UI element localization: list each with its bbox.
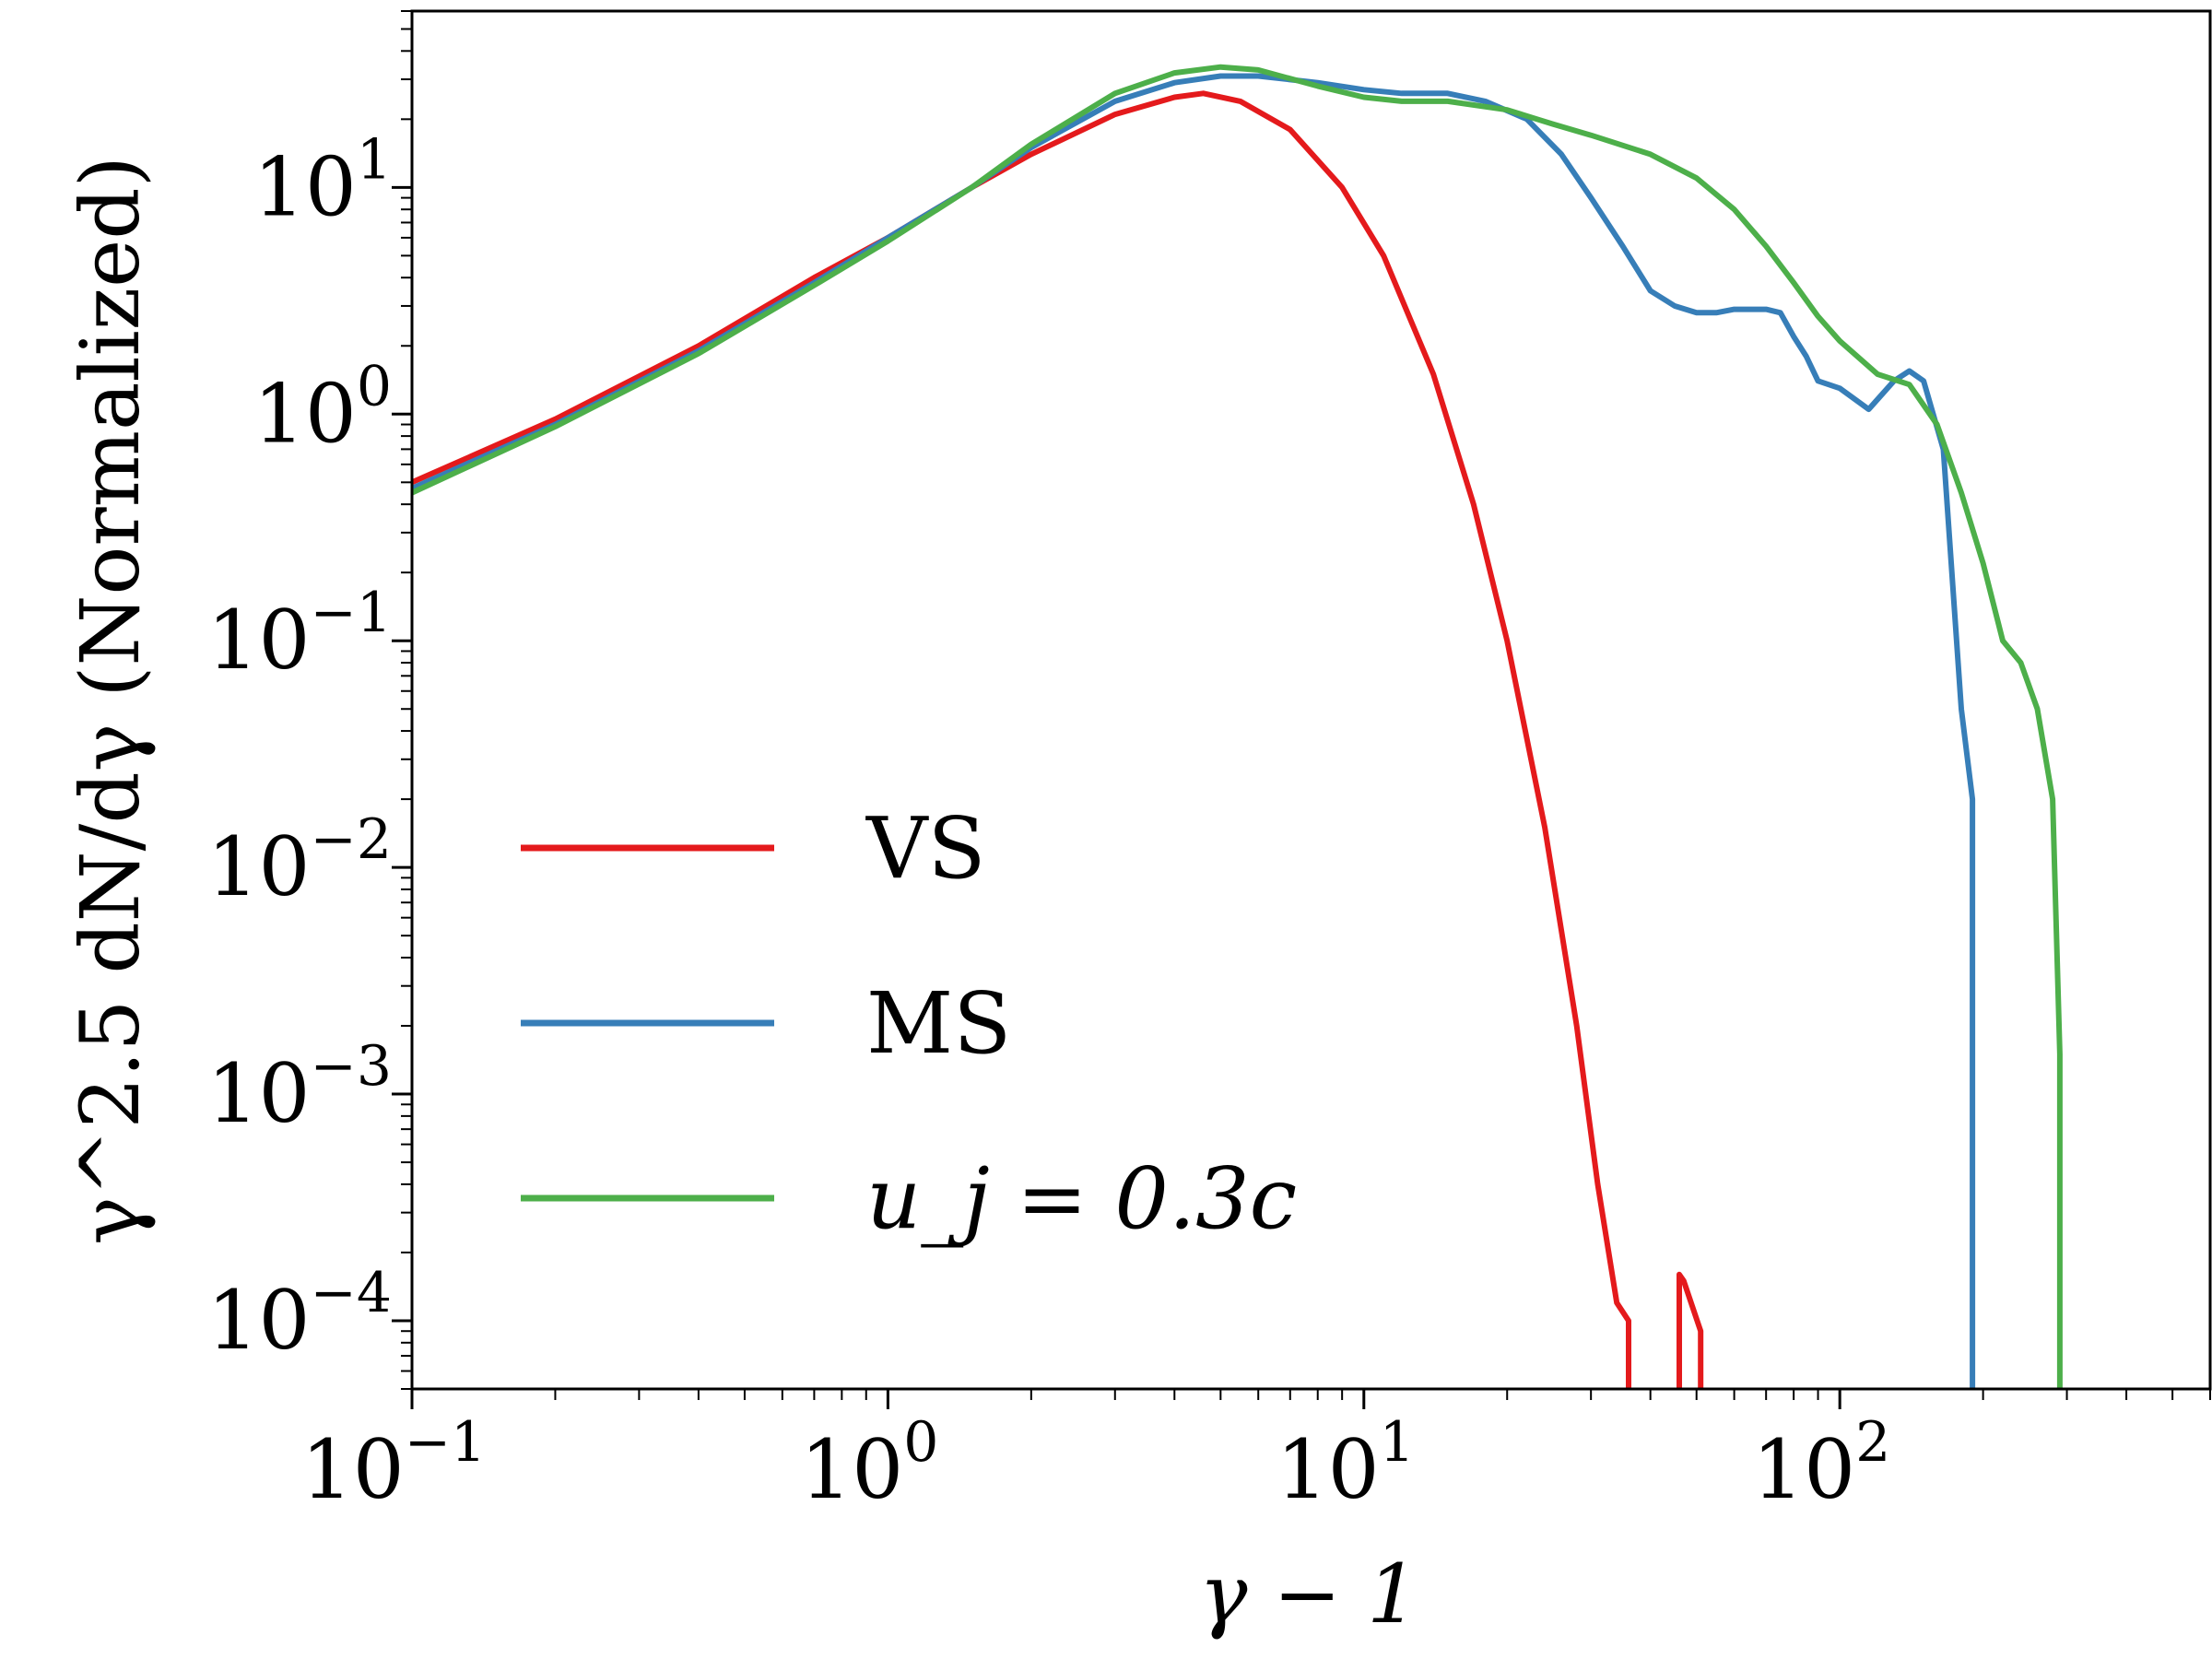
y-tick-label: 101	[253, 127, 392, 234]
x-tick-label: 10−1	[301, 1410, 486, 1517]
plot-frame	[410, 9, 2212, 1391]
series-line-vs-spike	[1677, 1271, 1704, 1389]
ticks-layer	[392, 10, 2211, 1409]
legend-label-vs: VS	[865, 799, 985, 898]
x-tick-label: 100	[800, 1410, 938, 1517]
y-tick-label: 100	[253, 354, 392, 461]
y-axis-title: γ^2.5 dN/dγ (Normalized)	[63, 156, 158, 1245]
legend: VS MS u_j = 0.3c	[521, 799, 1297, 1248]
series-line-u-j-0-3c	[412, 64, 2063, 1389]
y-tick-label: 10−4	[207, 1261, 392, 1368]
x-tick-label: 102	[1752, 1410, 1890, 1517]
legend-label-ms: MS	[866, 974, 1011, 1073]
y-tick-label: 10−2	[207, 807, 392, 914]
series-line-ms	[412, 73, 1976, 1389]
series-layer	[412, 64, 2063, 1389]
y-tick-label: 10−1	[207, 581, 392, 688]
legend-label-u-j-0-3c: u_j = 0.3c	[866, 1149, 1297, 1248]
y-tick-label: 10−3	[207, 1034, 392, 1141]
tick-labels-layer: 10−1 100 101 102 10−4 10−3 10−2 10−1 100 101	[207, 127, 1891, 1517]
x-axis-title: γ − 1	[1199, 1547, 1418, 1641]
x-tick-label: 101	[1277, 1410, 1415, 1517]
